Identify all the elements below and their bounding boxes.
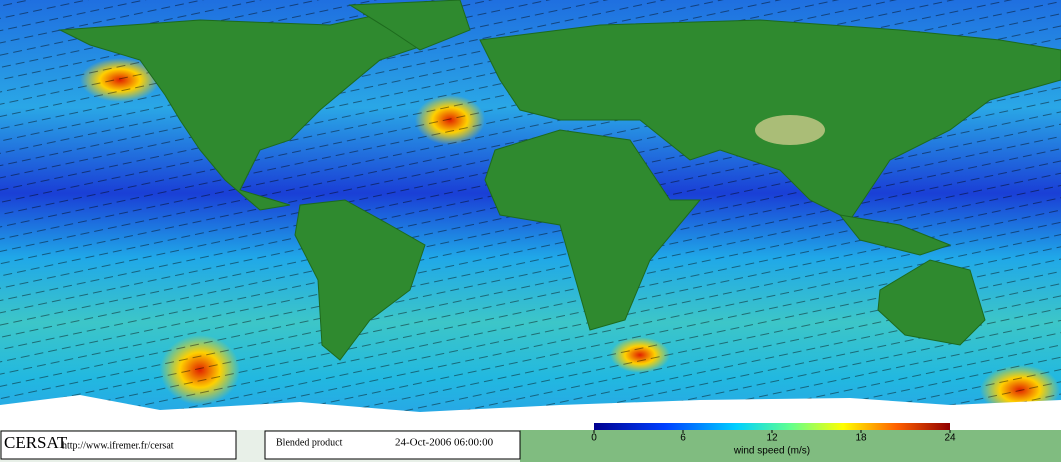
- logo-box: [0, 430, 237, 460]
- greenland: [348, 0, 471, 51]
- colorbar-tick-label: 24: [944, 433, 956, 444]
- colorbar: [594, 423, 950, 430]
- tibet-plateau: [755, 115, 825, 145]
- product-box: [264, 430, 521, 460]
- antarctica: [520, 430, 1061, 462]
- colorbar-tick-label: 12: [766, 433, 778, 444]
- south-america: [294, 199, 426, 361]
- colorbar-tick-label: 0: [591, 433, 597, 444]
- date: 24-Oct-2006 06:00:00: [395, 437, 494, 449]
- australia: [877, 259, 986, 346]
- africa: [484, 129, 702, 331]
- indonesia: [838, 214, 952, 256]
- url: http://www.ifremer.fr/cersat: [62, 440, 174, 451]
- colorbar-ticks: 0 6 12 18 24: [591, 430, 956, 444]
- colorbar-tick-label: 18: [855, 433, 867, 444]
- colorbar-tick-label: 6: [680, 433, 686, 444]
- product: Blended product: [276, 437, 343, 448]
- logo: CERSAT: [4, 433, 68, 452]
- colorbar-label: wind speed (m/s): [733, 446, 810, 457]
- antarctic-ice: [0, 395, 1061, 430]
